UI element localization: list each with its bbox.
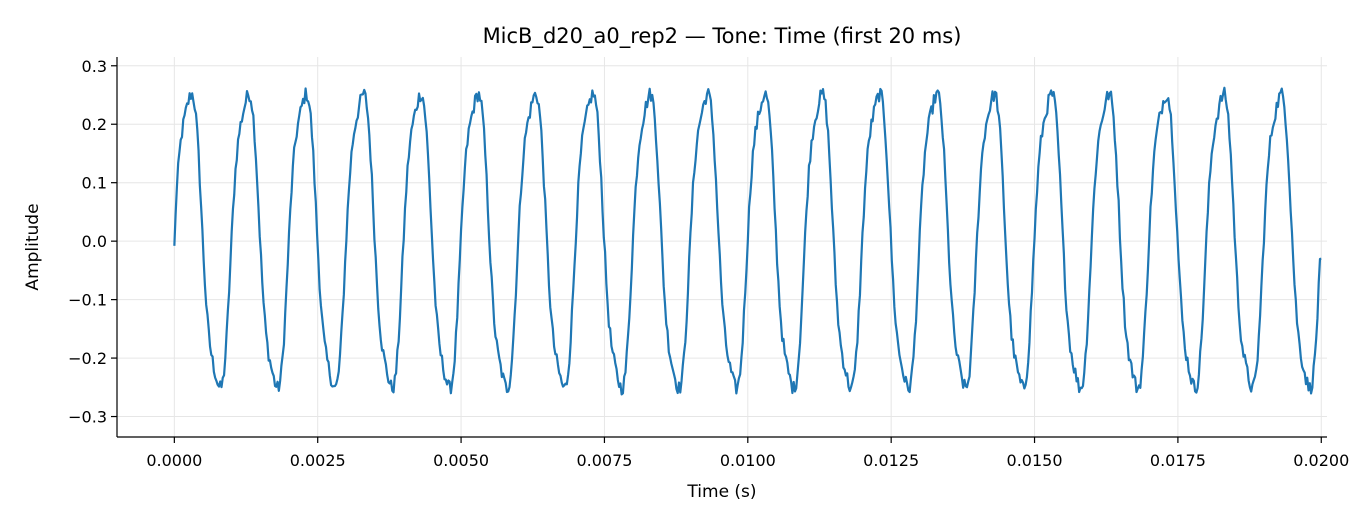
y-tick-label: 0.2 [82, 115, 107, 134]
y-tick-label: −0.1 [68, 291, 107, 310]
grid [117, 57, 1327, 437]
y-tick-label: −0.3 [68, 408, 107, 427]
x-tick-label: 0.0200 [1293, 451, 1349, 470]
y-tick-label: 0.3 [82, 57, 107, 76]
series-line [173, 86, 1322, 396]
x-tick-label: 0.0050 [433, 451, 489, 470]
y-tick-label: 0.1 [82, 174, 107, 193]
y-ticks: −0.3 −0.2 −0.1 0.0 0.1 0.2 0.3 [68, 57, 117, 427]
x-tick-label: 0.0175 [1150, 451, 1206, 470]
x-tick-label: 0.0025 [290, 451, 346, 470]
x-axis-label: Time (s) [686, 482, 756, 502]
x-tick-label: 0.0150 [1007, 451, 1063, 470]
y-tick-label: −0.2 [68, 349, 107, 368]
x-tick-label: 0.0075 [576, 451, 632, 470]
y-axis-label: Amplitude [23, 203, 43, 290]
x-tick-label: 0.0100 [720, 451, 776, 470]
x-tick-label: 0.0125 [863, 451, 919, 470]
series-layer [173, 86, 1322, 396]
axes [116, 57, 1327, 438]
chart-title: MicB_d20_a0_rep2 — Tone: Time (first 20 … [483, 24, 962, 49]
y-tick-label: 0.0 [82, 232, 107, 251]
x-ticks: 0.0000 0.0025 0.0050 0.0075 0.0100 0.0125 0.01… [146, 437, 1349, 470]
x-tick-label: 0.0000 [146, 451, 202, 470]
